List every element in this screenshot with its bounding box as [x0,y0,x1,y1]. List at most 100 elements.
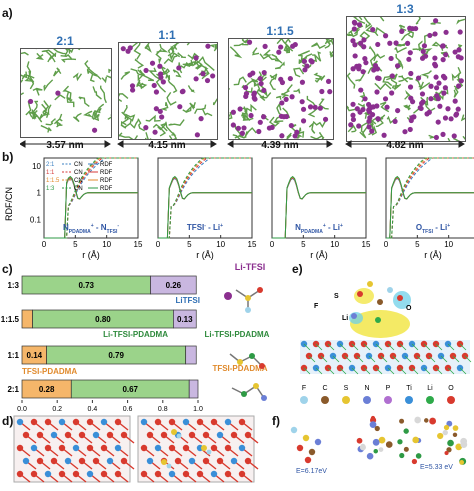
li-ion [409,26,416,32]
polymer-chain [27,75,35,83]
li-ion [308,58,314,64]
polymer-chain [359,131,367,139]
surface-atom [86,444,94,452]
polymer-chain [280,84,293,97]
li-ion [287,75,293,82]
li-ion [375,116,381,122]
li-ion [382,33,389,39]
polymer-chain [324,40,331,49]
li-ion [237,106,243,112]
li-ion [312,104,318,110]
polymer-chain [298,50,311,57]
surface-atom [140,444,148,452]
legend-cn: CN [74,178,83,184]
complex-atom [399,418,405,424]
polymer-chain [276,102,283,116]
li-ion [241,125,247,131]
li-ion [322,116,329,122]
polymer-chain [233,76,247,86]
dimension-arrows [20,140,465,148]
b-xtick: 10 [216,240,225,249]
polymer-chain [60,58,77,63]
box-2-ratio: 1:1 [158,28,176,42]
polymer-chain [360,122,368,134]
polymer-chain [119,132,123,137]
polymer-chain [389,74,402,91]
li-ion [357,40,364,46]
surface-atom [182,470,190,478]
surface-atom [230,457,238,465]
surface-atom [174,457,182,465]
panel-d-label: d) [2,414,14,428]
li-ion [428,96,434,102]
polymer-chain [100,85,107,104]
polymer-chain [68,49,71,54]
complex-atom [414,416,422,424]
polymer-chain [209,43,217,50]
polymer-chain [229,46,243,59]
li-ion [91,127,98,133]
li-ion [399,28,405,34]
surface-atom [72,444,80,452]
polymer-chain [284,39,291,49]
surface-atom [238,470,246,478]
b-xtick: 5 [73,240,78,249]
surface-atom [36,431,44,439]
li-ion [299,99,305,105]
c-xtick: 1.0 [193,406,203,413]
polymer-chain [172,43,180,50]
polymer-chain [60,54,72,61]
surface-atom [154,444,162,452]
legend-cn: CN [74,162,83,168]
b-xtick: 0 [42,240,47,249]
surface-atom [216,457,224,465]
polymer-chain [38,112,46,120]
polymer-chain [73,112,82,123]
atom-annotation: S [334,293,339,300]
b-ytick: 10 [32,162,41,171]
li-ion [415,75,422,81]
polymer-chain [120,71,131,80]
li-ion [261,87,267,93]
li-ion [301,58,308,64]
li-ion [434,85,440,91]
polymer-chain [325,39,333,44]
polymer-chain [451,66,462,81]
li-ion [436,80,442,86]
polymer-chain [189,102,196,110]
li-ion [143,67,149,74]
complex-atom [423,418,429,423]
li-ion [279,79,286,86]
li-ion [432,55,438,61]
b-xtick: 10 [102,240,111,249]
molecule-atom [367,281,373,287]
li-ion [350,101,356,107]
polymer-chain [379,101,390,113]
polymer-chain [160,102,169,111]
pair-label: TFSI- - Li+ [187,223,223,232]
li-ion [432,61,438,67]
polymer-chain [243,80,259,89]
polymer-chain [198,56,215,71]
legend-rdf: RDF [100,170,113,176]
complex-atom [442,429,448,436]
polymer-chain [194,104,207,115]
polymer-chain [229,87,231,90]
li-ion [445,106,451,112]
li-ion [351,26,357,32]
li-ion [230,109,236,115]
polymer-chain [453,87,459,98]
surface-atom [238,444,246,452]
polymer-chain [244,127,257,137]
polymer-chain [167,79,178,94]
md-box-1-1 [118,42,218,140]
polymer-chain [256,83,265,98]
binding-configurations [290,415,468,465]
complex-atom [444,450,449,456]
surface-atom [16,444,24,452]
polymer-chain [45,118,56,126]
li-ion [292,133,298,139]
li-ion [258,80,264,87]
charge-density-yellow [350,310,410,338]
cn-curve [158,157,252,239]
